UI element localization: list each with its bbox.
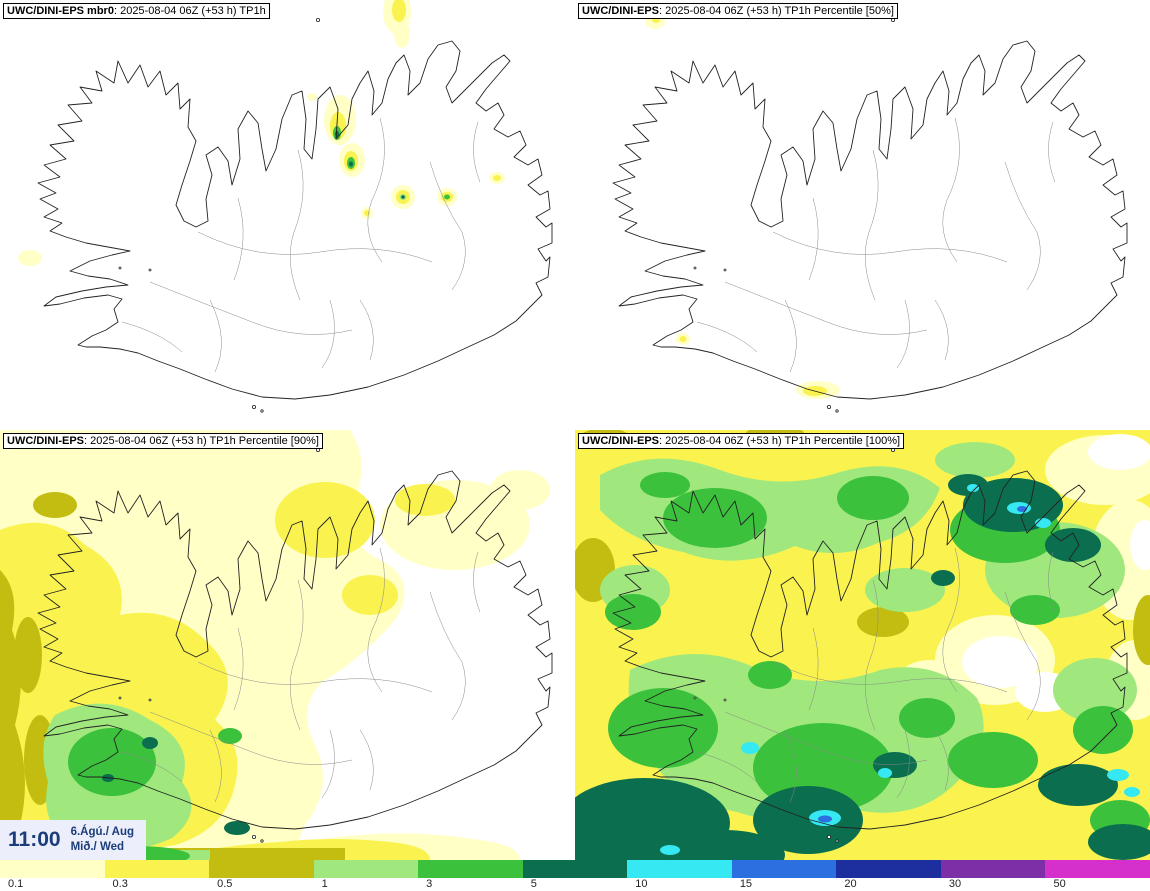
panel-percentile-50: UWC/DINI-EPS: 2025-08-04 06Z (+53 h) TP1…: [575, 0, 1150, 430]
colorbar-tick-1: 1: [321, 878, 328, 890]
map-canvas-member-0: [18, 0, 553, 413]
colorbar-segment-15: [731, 860, 837, 878]
panel-label-percentile-50: UWC/DINI-EPS: 2025-08-04 06Z (+53 h) TP1…: [578, 3, 898, 19]
valid-date-line: 6.Ágú./ Aug: [70, 826, 135, 839]
colorbar-segment-0.5: [209, 860, 314, 878]
precipitation-field-p90: [0, 430, 550, 860]
colorbar-segment-1: [313, 860, 419, 878]
colorbar-segment-5: [522, 860, 628, 878]
colorbar-segment-50: [1045, 860, 1150, 878]
colorbar-segment-0.1: [0, 860, 105, 878]
run-info: : 2025-08-04 06Z (+53 h) TP1h Percentile…: [84, 435, 319, 447]
iceland-map: [37, 17, 553, 413]
model-name: UWC/DINI-EPS mbr0: [7, 5, 114, 17]
valid-day-line: Mið./ Wed: [70, 841, 125, 853]
model-name: UWC/DINI-EPS: [582, 435, 659, 447]
run-info: : 2025-08-04 06Z (+53 h) TP1h Percentile…: [659, 5, 894, 17]
colorbar-tick-15: 15: [739, 878, 753, 890]
run-info: : 2025-08-04 06Z (+53 h) TP1h: [113, 5, 266, 17]
colorbar-segment-3: [418, 860, 523, 878]
model-name: UWC/DINI-EPS: [7, 435, 84, 447]
run-info: : 2025-08-04 06Z (+53 h) TP1h Percentile…: [659, 435, 901, 447]
panel-grid: UWC/DINI-EPS mbr0: 2025-08-04 06Z (+53 h…: [0, 0, 1150, 860]
valid-time-box: 11:00 6.Ágú./ Aug Mið./ Wed: [0, 820, 147, 860]
valid-date: 6.Ágú./ Aug Mið./ Wed: [71, 825, 134, 855]
map-canvas-percentile-90: [0, 430, 553, 860]
colorbar: [0, 860, 1150, 878]
panel-percentile-100: UWC/DINI-EPS: 2025-08-04 06Z (+53 h) TP1…: [575, 430, 1150, 860]
panel-percentile-90: UWC/DINI-EPS: 2025-08-04 06Z (+53 h) TP1…: [0, 430, 575, 860]
valid-time: 11:00: [8, 828, 61, 851]
colorbar-tick-0.1: 0.1: [8, 878, 24, 890]
colorbar-segment-30: [940, 860, 1046, 878]
panel-member-0: UWC/DINI-EPS mbr0: 2025-08-04 06Z (+53 h…: [0, 0, 575, 430]
colorbar-legend: 0.1 0.3 0.5 1 3 5 10 15 20 30 50: [0, 860, 1150, 891]
colorbar-tick-20: 20: [844, 878, 857, 890]
colorbar-tick-10: 10: [635, 878, 648, 890]
panel-label-percentile-90: UWC/DINI-EPS: 2025-08-04 06Z (+53 h) TP1…: [3, 433, 323, 449]
panel-label-percentile-100: UWC/DINI-EPS: 2025-08-04 06Z (+53 h) TP1…: [578, 433, 905, 449]
colorbar-tick-0.3: 0.3: [112, 878, 128, 890]
panel-label-member-0: UWC/DINI-EPS mbr0: 2025-08-04 06Z (+53 h…: [3, 3, 270, 19]
iceland-map: [612, 17, 1128, 413]
map-canvas-percentile-100: [575, 430, 1150, 860]
precipitation-field-member-0: [18, 0, 505, 266]
colorbar-tick-3: 3: [426, 878, 433, 890]
colorbar-segment-0.3: [104, 860, 210, 878]
model-name: UWC/DINI-EPS: [582, 5, 659, 17]
colorbar-ticks: 0.1 0.3 0.5 1 3 5 10 15 20 30 50: [0, 878, 1150, 891]
precipitation-field-p100: [575, 430, 1150, 860]
colorbar-segment-10: [627, 860, 732, 878]
colorbar-segment-20: [836, 860, 941, 878]
colorbar-tick-50: 50: [1053, 878, 1066, 890]
colorbar-tick-0.5: 0.5: [217, 878, 233, 890]
colorbar-tick-5: 5: [530, 878, 537, 890]
map-canvas-percentile-50: [612, 13, 1128, 413]
colorbar-tick-30: 30: [948, 878, 962, 890]
